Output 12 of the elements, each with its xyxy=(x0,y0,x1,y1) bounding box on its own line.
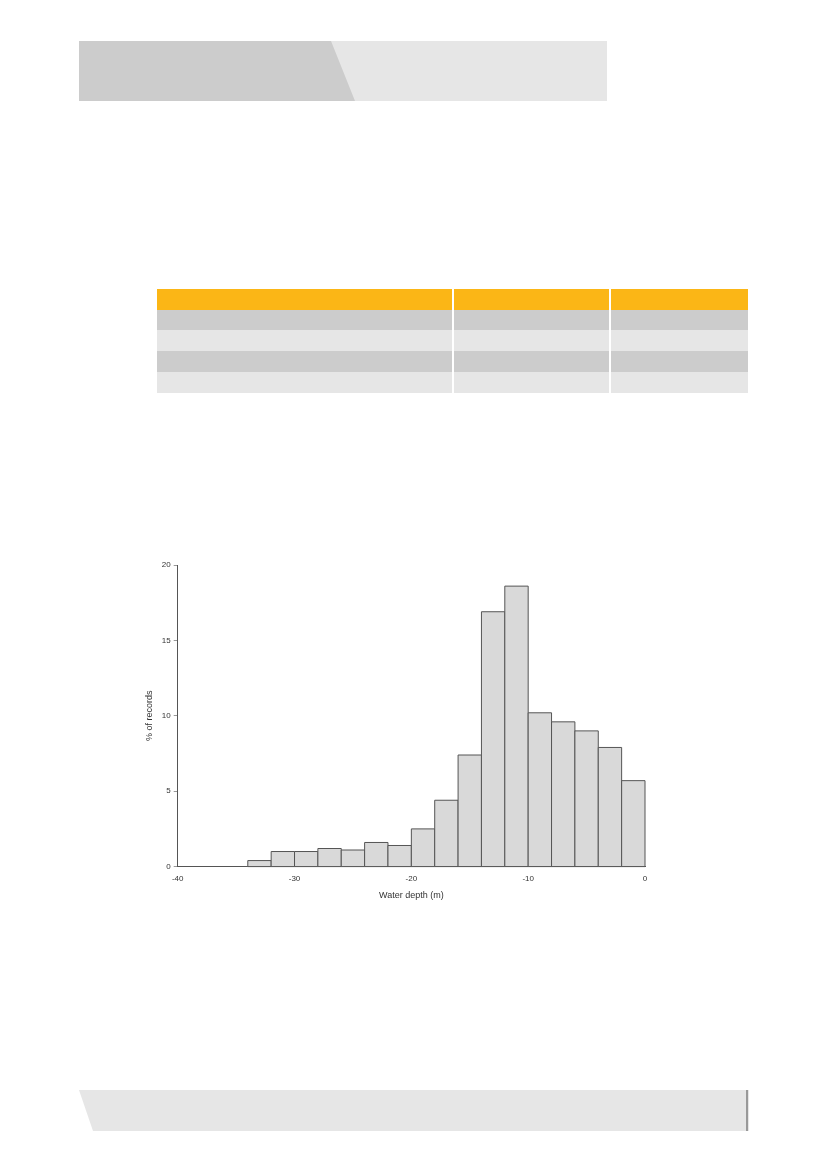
y-tick-label: 15 xyxy=(161,635,172,645)
x-axis-title: Water depth (m) xyxy=(379,890,444,901)
y-tick-label: 5 xyxy=(166,786,172,796)
y-tick-label: 10 xyxy=(161,711,172,720)
x-tick-label: -10 xyxy=(522,873,535,883)
x-tick-label: -40 xyxy=(171,873,185,883)
x-tick-label: 0 xyxy=(642,873,648,883)
x-tick-label: -30 xyxy=(288,873,301,883)
y-axis-title: % of records xyxy=(143,690,154,742)
y-tick-label: 0 xyxy=(166,861,172,871)
x-tick-label: -20 xyxy=(405,873,418,883)
y-tick-label: 20 xyxy=(161,560,172,570)
